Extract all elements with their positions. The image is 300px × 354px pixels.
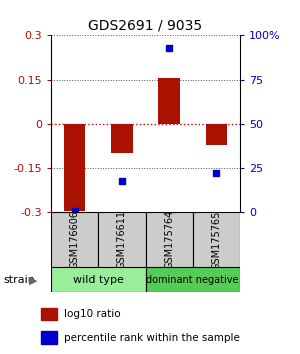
Bar xyxy=(51,212,98,267)
Text: log10 ratio: log10 ratio xyxy=(64,309,121,319)
Text: GSM176606: GSM176606 xyxy=(70,210,80,269)
Bar xyxy=(98,212,146,267)
Bar xyxy=(146,212,193,267)
Text: GSM175765: GSM175765 xyxy=(212,210,221,269)
Bar xyxy=(64,124,85,211)
Text: strain: strain xyxy=(3,275,35,285)
Bar xyxy=(111,124,133,153)
Bar xyxy=(193,212,240,267)
Text: dominant negative: dominant negative xyxy=(146,275,239,285)
Bar xyxy=(51,267,146,292)
Text: percentile rank within the sample: percentile rank within the sample xyxy=(64,332,240,343)
Text: GSM175764: GSM175764 xyxy=(164,210,174,269)
Text: wild type: wild type xyxy=(73,275,124,285)
Bar xyxy=(40,331,57,344)
Title: GDS2691 / 9035: GDS2691 / 9035 xyxy=(88,19,202,33)
Bar xyxy=(146,267,240,292)
Bar xyxy=(206,124,227,144)
Bar xyxy=(158,78,180,124)
Text: ▶: ▶ xyxy=(28,275,37,285)
Bar xyxy=(40,308,57,320)
Text: GSM176611: GSM176611 xyxy=(117,210,127,269)
